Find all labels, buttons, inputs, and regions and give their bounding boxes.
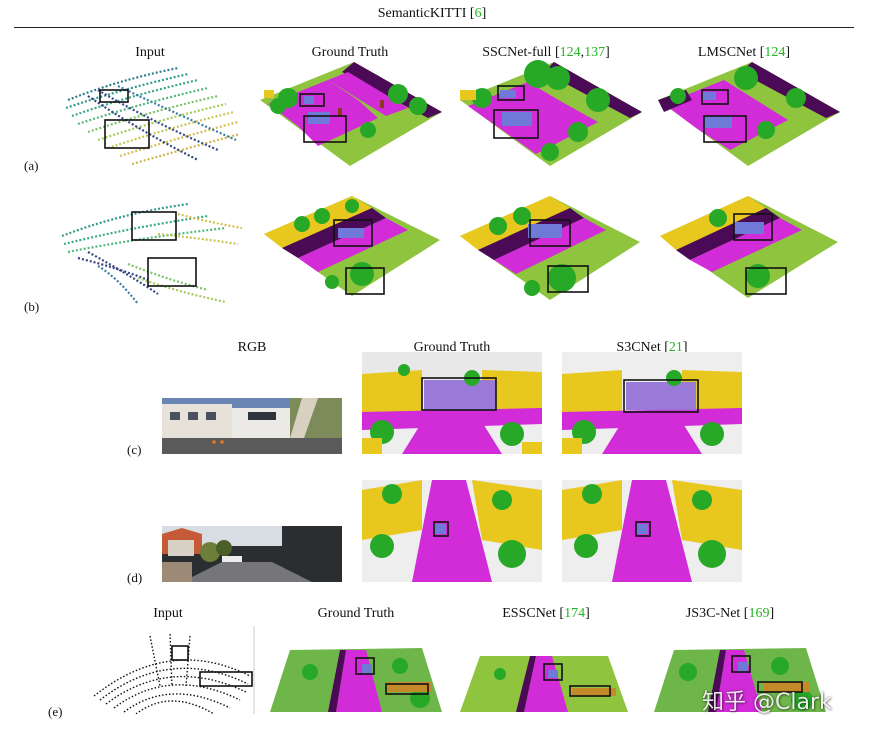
header-input-2: Input <box>153 606 183 621</box>
panel-c-s3cnet <box>562 352 742 454</box>
header-ground-truth-3: Ground Truth <box>317 606 395 621</box>
dataset-title: SemanticKITTI [6] <box>377 6 487 21</box>
header-ground-truth-2: Ground Truth <box>413 340 491 355</box>
watermark: 知乎 @Clark <box>702 690 832 715</box>
header-s3cnet: S3CNet [21] <box>616 340 688 355</box>
panel-c-ground-truth <box>362 352 542 454</box>
panel-d-rgb <box>162 526 342 582</box>
title-rule <box>14 27 854 28</box>
panel-b-lmscnet <box>658 194 840 300</box>
panel-e-esscnet <box>460 652 628 714</box>
header-lmscnet: LMSCNet [124] <box>697 45 791 60</box>
panel-b-ground-truth <box>262 194 442 298</box>
header-input: Input <box>135 45 165 60</box>
panel-a-ground-truth <box>258 60 444 168</box>
panel-a-lmscnet <box>656 60 842 168</box>
panel-b-input <box>58 194 248 312</box>
header-sscnet-full: SSCNet-full [124,137] <box>482 45 610 60</box>
row-label-b: (b) <box>24 299 40 314</box>
row-label-d: (d) <box>127 570 143 585</box>
header-ground-truth: Ground Truth <box>311 45 389 60</box>
panel-b-sscnet-full <box>458 194 642 302</box>
header-esscnet: ESSCNet [174] <box>502 606 590 621</box>
panel-a-sscnet-full <box>458 60 644 168</box>
panel-a-input <box>58 60 248 172</box>
panel-e-ground-truth <box>270 642 442 714</box>
panel-d-ground-truth <box>362 480 542 582</box>
row-label-a: (a) <box>24 158 39 173</box>
row-label-e: (e) <box>48 704 63 719</box>
row-label-c: (c) <box>127 442 142 457</box>
panel-d-s3cnet <box>562 480 742 582</box>
header-rgb: RGB <box>237 340 267 355</box>
panel-c-rgb <box>162 398 342 454</box>
panel-e-input <box>90 626 256 714</box>
header-js3c-net: JS3C-Net [169] <box>685 606 775 621</box>
panel-e-js3c-net <box>654 642 826 714</box>
